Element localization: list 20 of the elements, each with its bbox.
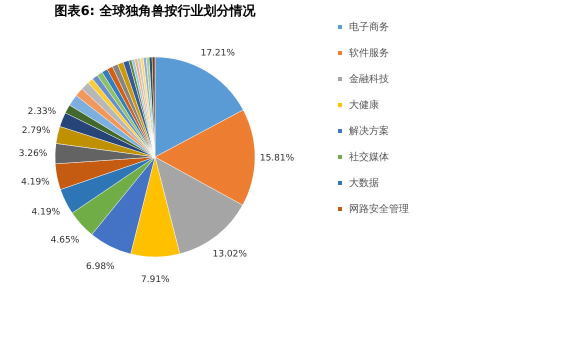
data-label: 3.26% (18, 148, 48, 159)
data-label: 7.91% (141, 275, 170, 285)
legend-label: 解决方案 (349, 125, 389, 137)
data-label: 15.81% (260, 154, 295, 164)
legend-label: 大数据 (349, 177, 379, 189)
data-label: 17.21% (200, 48, 236, 58)
data-label: 4.19% (21, 177, 50, 188)
data-label: 2.79% (22, 126, 51, 136)
data-label: 4.65% (50, 235, 80, 246)
legend-label: 金融科技 (349, 73, 389, 85)
legend-label: 软件服务 (349, 47, 389, 59)
legend-label: 大健康 (349, 99, 379, 111)
data-label: 4.19% (32, 208, 61, 218)
legend-label: 电子商务 (349, 21, 389, 33)
legend-label: 网路安全管理 (349, 203, 409, 215)
data-label: 13.02% (212, 249, 248, 260)
chart-title: 图表6: 全球独角兽按行业划分情况 (54, 3, 256, 19)
data-label: 2.33% (28, 107, 57, 118)
data-label: 6.98% (86, 262, 116, 272)
legend-label: 社交媒体 (349, 151, 389, 163)
